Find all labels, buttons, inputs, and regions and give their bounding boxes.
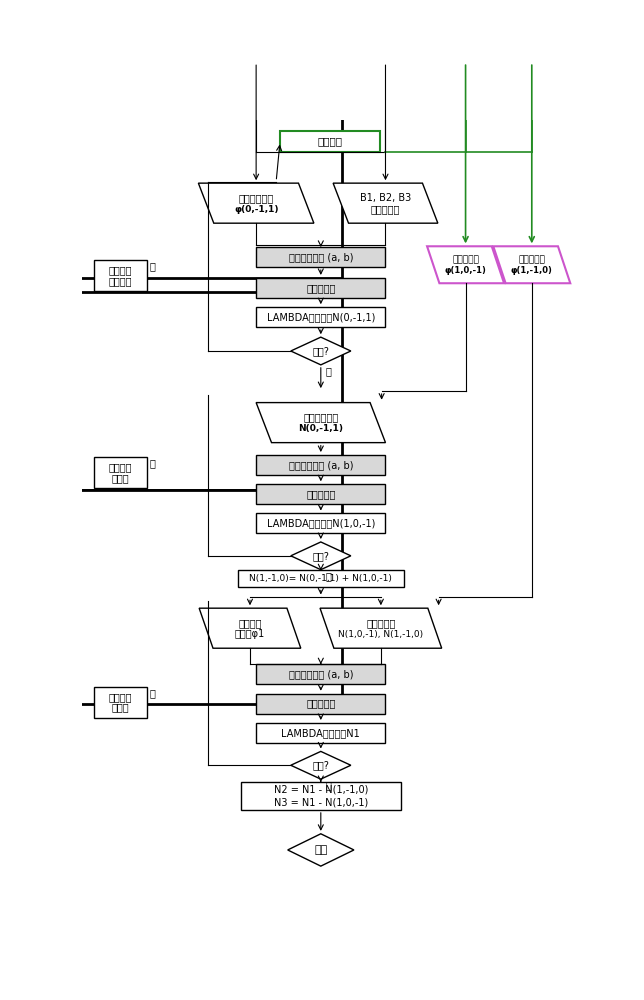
Text: LAMBDA方法固定N(1,0,-1): LAMBDA方法固定N(1,0,-1) — [267, 518, 375, 528]
Text: 糊度确定: 糊度确定 — [109, 276, 133, 286]
Text: LAMBDA方法固定N1: LAMBDA方法固定N1 — [281, 728, 360, 738]
Text: 原始相位: 原始相位 — [238, 618, 261, 628]
Text: 浮点解求取: 浮点解求取 — [306, 283, 336, 293]
Polygon shape — [256, 403, 386, 443]
FancyBboxPatch shape — [256, 247, 386, 267]
Text: 新的历元: 新的历元 — [317, 137, 343, 147]
Text: φ(0,-1,1): φ(0,-1,1) — [234, 205, 278, 214]
Polygon shape — [291, 751, 351, 779]
Text: 是: 是 — [325, 571, 331, 581]
FancyBboxPatch shape — [0, 292, 341, 490]
Text: 是: 是 — [325, 366, 331, 376]
Text: N2 = N1 - N(1,-1,0): N2 = N1 - N(1,-1,0) — [274, 785, 368, 795]
FancyBboxPatch shape — [241, 782, 401, 810]
Text: 宽巷观测值: 宽巷观测值 — [452, 255, 479, 264]
Text: 否: 否 — [150, 261, 156, 271]
Text: 成功?: 成功? — [312, 760, 329, 770]
Text: N(0,-1,1): N(0,-1,1) — [298, 424, 343, 433]
Text: 超宽巷模糊度: 超宽巷模糊度 — [303, 412, 339, 422]
FancyBboxPatch shape — [95, 457, 147, 488]
Polygon shape — [333, 183, 438, 223]
FancyBboxPatch shape — [256, 455, 386, 475]
Text: N(1,-1,0)= N(0,-1,1) + N(1,0,-1): N(1,-1,0)= N(0,-1,1) + N(1,0,-1) — [249, 574, 392, 583]
Text: 成功?: 成功? — [312, 551, 329, 561]
Text: 超宽巷观测值: 超宽巷观测值 — [238, 193, 274, 203]
Polygon shape — [320, 608, 442, 648]
FancyBboxPatch shape — [95, 260, 147, 291]
Text: 成功?: 成功? — [312, 346, 329, 356]
Text: 超宽巷模: 超宽巷模 — [109, 265, 133, 275]
Polygon shape — [291, 337, 351, 365]
FancyBboxPatch shape — [256, 723, 386, 743]
Polygon shape — [198, 183, 314, 223]
Text: 原始模糊: 原始模糊 — [109, 692, 133, 702]
FancyBboxPatch shape — [256, 694, 386, 714]
FancyBboxPatch shape — [0, 490, 341, 704]
Text: B1, B2, B3: B1, B2, B3 — [360, 193, 411, 203]
Text: 浮点解求取: 浮点解求取 — [306, 489, 336, 499]
Text: N3 = N1 - N(1,0,-1): N3 = N1 - N(1,0,-1) — [274, 797, 368, 807]
Text: 观测值φ1: 观测值φ1 — [235, 629, 265, 639]
Polygon shape — [493, 246, 571, 283]
FancyBboxPatch shape — [280, 131, 380, 152]
Polygon shape — [291, 542, 351, 570]
Polygon shape — [427, 246, 504, 283]
Text: 否: 否 — [150, 688, 156, 698]
FancyBboxPatch shape — [256, 307, 386, 327]
Text: LAMBDA方法固定N(0,-1,1): LAMBDA方法固定N(0,-1,1) — [267, 312, 375, 322]
Text: 联合观测方程 (a, b): 联合观测方程 (a, b) — [289, 669, 353, 679]
Text: N(1,0,-1), N(1,-1,0): N(1,0,-1), N(1,-1,0) — [338, 630, 424, 639]
FancyBboxPatch shape — [0, 62, 341, 278]
Text: 联合观测方程 (a, b): 联合观测方程 (a, b) — [289, 460, 353, 470]
Polygon shape — [288, 834, 354, 866]
FancyBboxPatch shape — [256, 664, 386, 684]
FancyBboxPatch shape — [256, 278, 386, 298]
FancyBboxPatch shape — [238, 570, 404, 587]
FancyBboxPatch shape — [256, 513, 386, 533]
Text: φ(1,-1,0): φ(1,-1,0) — [511, 266, 553, 275]
FancyBboxPatch shape — [256, 484, 386, 504]
Text: 宽巷模糊: 宽巷模糊 — [109, 462, 133, 472]
Text: φ(1,0,-1): φ(1,0,-1) — [444, 266, 486, 275]
Text: 完成: 完成 — [314, 845, 327, 855]
Text: 伪距观测值: 伪距观测值 — [371, 204, 400, 214]
Polygon shape — [199, 608, 301, 648]
Text: 联合观测方程 (a, b): 联合观测方程 (a, b) — [289, 252, 353, 262]
Text: 是: 是 — [325, 780, 331, 790]
FancyBboxPatch shape — [95, 687, 147, 718]
Text: 度确定: 度确定 — [112, 473, 129, 483]
Text: 度确定: 度确定 — [112, 703, 129, 713]
Text: 否: 否 — [150, 458, 156, 468]
Text: 浮点解求取: 浮点解求取 — [306, 699, 336, 709]
Text: 宽巷模糊度: 宽巷模糊度 — [366, 618, 395, 628]
Text: 宽巷观测值: 宽巷观测值 — [518, 255, 545, 264]
